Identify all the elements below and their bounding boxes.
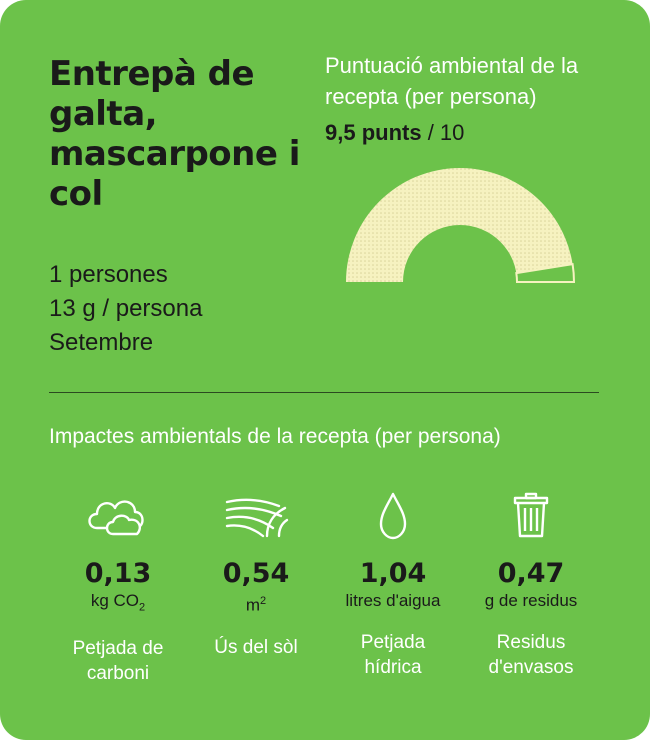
score-label: Puntuació ambiental de la recepta (per p… bbox=[325, 53, 579, 109]
weight-per-person: 13 g / persona bbox=[49, 295, 203, 322]
water-value: 1,04 bbox=[359, 558, 427, 589]
metric-carbon: 0,13 kg CO2 Petjada de carboni bbox=[48, 488, 188, 686]
gauge-track bbox=[346, 168, 574, 282]
waste-value: 0,47 bbox=[497, 558, 565, 589]
water-label: Petjada hídrica bbox=[360, 632, 426, 678]
score-value: 9,5 punts / 10 bbox=[325, 117, 464, 148]
recipe-meta: 1 persones 13 g / persona Setembre bbox=[49, 258, 202, 360]
metric-land: 0,54 m2 Ús del sòl bbox=[186, 488, 326, 660]
land-icon bbox=[225, 498, 289, 538]
divider bbox=[49, 392, 599, 393]
metric-waste: 0,47 g de residus Residus d'envasos bbox=[461, 488, 601, 680]
land-unit: m2 bbox=[245, 595, 267, 615]
water-drop-icon bbox=[379, 492, 407, 540]
carbon-value: 0,13 bbox=[84, 558, 152, 589]
recipe-title: Entrepà de galta, mascarpone i col bbox=[49, 54, 300, 214]
score-max: / 10 bbox=[427, 120, 465, 145]
carbon-unit: kg CO2 bbox=[90, 591, 146, 614]
gauge-remaining bbox=[515, 263, 576, 283]
score-gauge bbox=[346, 168, 576, 283]
water-unit: litres d'aigua bbox=[345, 591, 441, 610]
land-value: 0,54 bbox=[222, 558, 290, 589]
land-label: Ús del sòl bbox=[214, 636, 298, 658]
waste-unit: g de residus bbox=[484, 591, 578, 610]
persons-count: 1 persones bbox=[49, 261, 168, 288]
carbon-label: Petjada de carboni bbox=[72, 638, 164, 685]
waste-label: Residus d'envasos bbox=[488, 632, 574, 678]
recipe-month: Setembre bbox=[49, 329, 154, 356]
trash-icon bbox=[513, 492, 549, 538]
metric-water: 1,04 litres d'aigua Petjada hídrica bbox=[323, 488, 463, 680]
impacts-title: Impactes ambientals de la recepta (per p… bbox=[49, 425, 501, 448]
score-points: 9,5 punts bbox=[325, 120, 422, 145]
cloud-icon bbox=[88, 500, 144, 536]
